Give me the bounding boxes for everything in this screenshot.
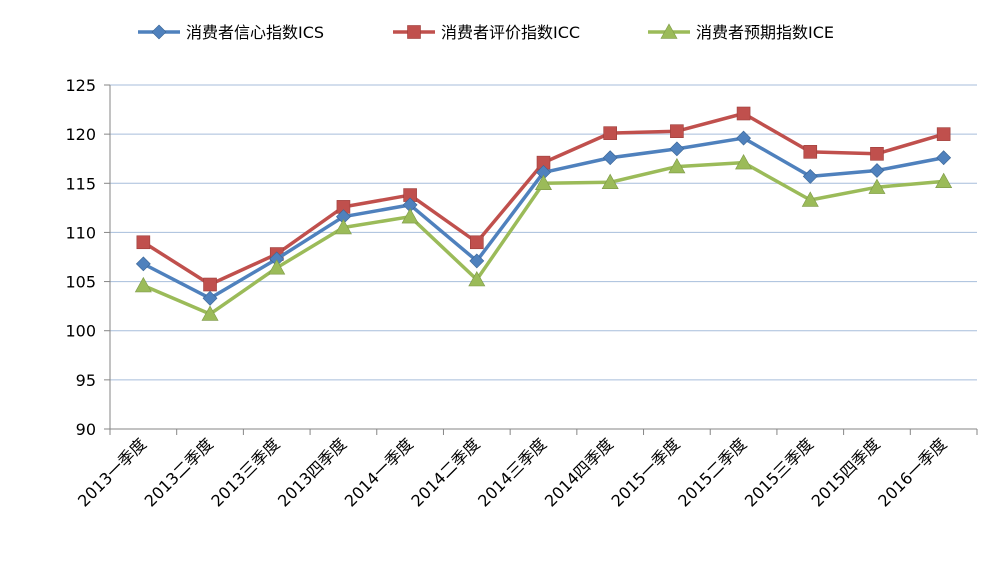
data-point <box>801 191 819 207</box>
legend-item: 消费者评价指数ICC <box>393 23 580 42</box>
x-tick-label: 2013一季度 <box>74 434 150 510</box>
data-point <box>668 157 686 174</box>
data-point <box>401 208 419 224</box>
legend-marker <box>407 25 421 39</box>
legend-label: 消费者评价指数ICC <box>441 23 580 42</box>
x-tick-label: 2013二季度 <box>141 434 217 510</box>
data-point <box>602 150 618 166</box>
gridlines <box>110 84 977 381</box>
y-tick-label: 90 <box>76 420 96 439</box>
x-tick-label: 2014三季度 <box>474 434 550 510</box>
data-point <box>868 178 886 194</box>
legend-marker <box>660 23 678 39</box>
y-tick-label: 115 <box>65 174 96 193</box>
x-tick-label: 2015一季度 <box>608 434 684 510</box>
data-point <box>803 145 818 159</box>
data-point <box>936 127 951 141</box>
data-point <box>469 253 485 269</box>
data-point <box>670 124 684 138</box>
legend-marker <box>151 24 167 40</box>
y-axis-ticks: 125 120 115 110 105 100 95 90 <box>65 76 110 439</box>
data-point <box>268 259 286 275</box>
data-point <box>936 150 952 166</box>
data-point <box>534 174 553 190</box>
x-tick-label: 2014四季度 <box>541 434 617 510</box>
legend-label: 消费者信心指数ICS <box>186 23 324 42</box>
data-point <box>468 270 486 287</box>
legend-item: 消费者预期指数ICE <box>648 23 834 42</box>
data-point <box>135 256 151 272</box>
x-tick-label: 2013四季度 <box>274 434 350 510</box>
x-tick-label: 2015三季度 <box>741 434 817 510</box>
data-point <box>736 106 751 121</box>
y-tick-label: 105 <box>65 273 96 292</box>
data-point <box>202 290 218 306</box>
x-tick-label: 2015四季度 <box>808 434 884 510</box>
data-point <box>736 130 752 146</box>
y-tick-label: 110 <box>65 223 96 242</box>
legend-item: 消费者信心指数ICS <box>138 23 324 42</box>
data-point <box>735 154 753 170</box>
x-tick-label: 2014一季度 <box>341 434 417 510</box>
series-group <box>134 106 953 321</box>
y-tick-label: 125 <box>65 76 96 95</box>
data-point <box>470 235 484 250</box>
data-point <box>603 126 617 140</box>
axes <box>109 85 977 430</box>
data-point <box>935 172 953 189</box>
x-tick-label: 2016一季度 <box>874 434 950 510</box>
data-point <box>136 235 151 250</box>
data-point <box>134 276 152 293</box>
data-point <box>201 305 219 321</box>
data-point <box>802 168 818 184</box>
series-2 <box>134 154 953 321</box>
legend: 消费者信心指数ICS 消费者评价指数ICC 消费者预期指数ICE <box>138 23 834 42</box>
y-tick-label: 120 <box>65 125 96 144</box>
data-point <box>334 218 352 235</box>
series-0 <box>135 130 952 306</box>
x-tick-label: 2013三季度 <box>207 434 283 510</box>
y-tick-label: 95 <box>76 371 96 390</box>
y-tick-label: 100 <box>65 322 96 341</box>
x-axis-ticks: 2013一季度2013二季度2013三季度2013四季度2014一季度2014二… <box>74 429 978 511</box>
data-point <box>870 147 884 161</box>
data-point <box>601 173 619 190</box>
x-tick-label: 2014二季度 <box>407 434 483 510</box>
data-point <box>669 141 685 157</box>
x-tick-label: 2015二季度 <box>674 434 750 510</box>
data-point <box>203 277 217 292</box>
legend-label: 消费者预期指数ICE <box>696 23 834 42</box>
data-point <box>869 163 885 178</box>
